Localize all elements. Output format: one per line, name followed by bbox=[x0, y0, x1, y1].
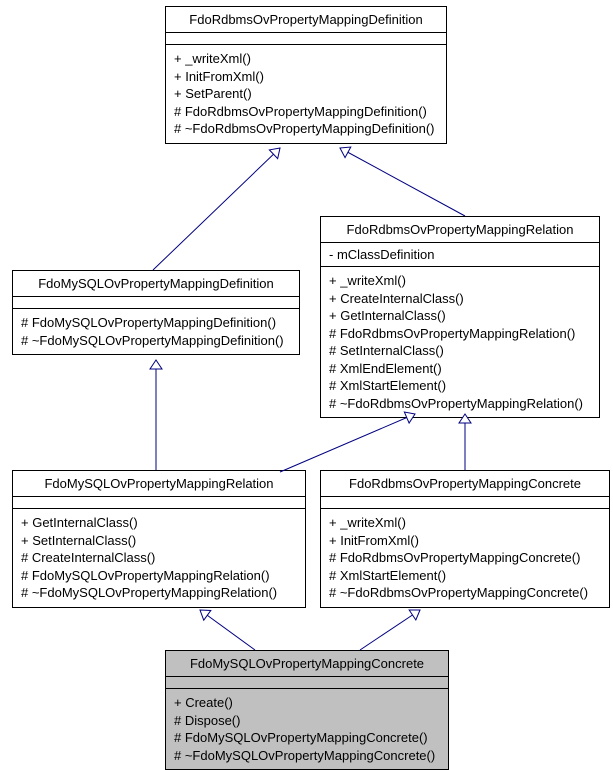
title: FdoRdbmsOvPropertyMappingConcrete bbox=[321, 471, 609, 497]
attrs bbox=[166, 33, 446, 45]
attrs bbox=[13, 497, 305, 509]
attrs bbox=[166, 677, 448, 689]
method: + _writeXml() bbox=[329, 272, 591, 290]
method: # FdoMySQLOvPropertyMappingDefinition() bbox=[21, 314, 291, 332]
method: # ~FdoRdbmsOvPropertyMappingRelation() bbox=[329, 395, 591, 413]
method: + _writeXml() bbox=[174, 50, 438, 68]
method: # ~FdoMySQLOvPropertyMappingDefinition() bbox=[21, 332, 291, 350]
attrs bbox=[321, 497, 609, 509]
method: # XmlStartElement() bbox=[329, 377, 591, 395]
method: + GetInternalClass() bbox=[21, 514, 297, 532]
class-concrete-rdbms: FdoRdbmsOvPropertyMappingConcrete + _wri… bbox=[320, 470, 610, 608]
attrs bbox=[13, 297, 299, 309]
title: FdoRdbmsOvPropertyMappingDefinition bbox=[166, 7, 446, 33]
methods: + GetInternalClass()+ SetInternalClass()… bbox=[13, 509, 305, 607]
methods: + _writeXml()+ InitFromXml()# FdoRdbmsOv… bbox=[321, 509, 609, 607]
methods: # FdoMySQLOvPropertyMappingDefinition()#… bbox=[13, 309, 299, 354]
method: # CreateInternalClass() bbox=[21, 549, 297, 567]
method: # FdoMySQLOvPropertyMappingConcrete() bbox=[174, 729, 440, 747]
method: # XmlStartElement() bbox=[329, 567, 601, 585]
method: + InitFromXml() bbox=[174, 68, 438, 86]
method: # XmlEndElement() bbox=[329, 360, 591, 378]
method: # FdoRdbmsOvPropertyMappingRelation() bbox=[329, 325, 591, 343]
class-root: FdoRdbmsOvPropertyMappingDefinition + _w… bbox=[165, 6, 447, 144]
title: FdoMySQLOvPropertyMappingRelation bbox=[13, 471, 305, 497]
title: FdoRdbmsOvPropertyMappingRelation bbox=[321, 217, 599, 243]
method: # ~FdoRdbmsOvPropertyMappingDefinition() bbox=[174, 120, 438, 138]
method: # FdoMySQLOvPropertyMappingRelation() bbox=[21, 567, 297, 585]
method: # ~FdoRdbmsOvPropertyMappingConcrete() bbox=[329, 584, 601, 602]
method: + SetInternalClass() bbox=[21, 532, 297, 550]
method: + GetInternalClass() bbox=[329, 307, 591, 325]
method: # Dispose() bbox=[174, 712, 440, 730]
methods: + _writeXml()+ InitFromXml()+ SetParent(… bbox=[166, 45, 446, 143]
method: + InitFromXml() bbox=[329, 532, 601, 550]
title: FdoMySQLOvPropertyMappingDefinition bbox=[13, 271, 299, 297]
methods: + Create()# Dispose()# FdoMySQLOvPropert… bbox=[166, 689, 448, 769]
method: + CreateInternalClass() bbox=[329, 290, 591, 308]
class-concrete-mysql: FdoMySQLOvPropertyMappingConcrete + Crea… bbox=[165, 650, 449, 770]
method: + _writeXml() bbox=[329, 514, 601, 532]
title: FdoMySQLOvPropertyMappingConcrete bbox=[166, 651, 448, 677]
attrs: - mClassDefinition bbox=[321, 243, 599, 267]
method: + Create() bbox=[174, 694, 440, 712]
class-relation-mysql: FdoMySQLOvPropertyMappingRelation + GetI… bbox=[12, 470, 306, 608]
class-def-mysql: FdoMySQLOvPropertyMappingDefinition # Fd… bbox=[12, 270, 300, 355]
method: # SetInternalClass() bbox=[329, 342, 591, 360]
methods: + _writeXml()+ CreateInternalClass()+ Ge… bbox=[321, 267, 599, 417]
method: # FdoRdbmsOvPropertyMappingDefinition() bbox=[174, 103, 438, 121]
class-relation-rdbms: FdoRdbmsOvPropertyMappingRelation - mCla… bbox=[320, 216, 600, 418]
method: # ~FdoMySQLOvPropertyMappingRelation() bbox=[21, 584, 297, 602]
method: + SetParent() bbox=[174, 85, 438, 103]
method: # FdoRdbmsOvPropertyMappingConcrete() bbox=[329, 549, 601, 567]
